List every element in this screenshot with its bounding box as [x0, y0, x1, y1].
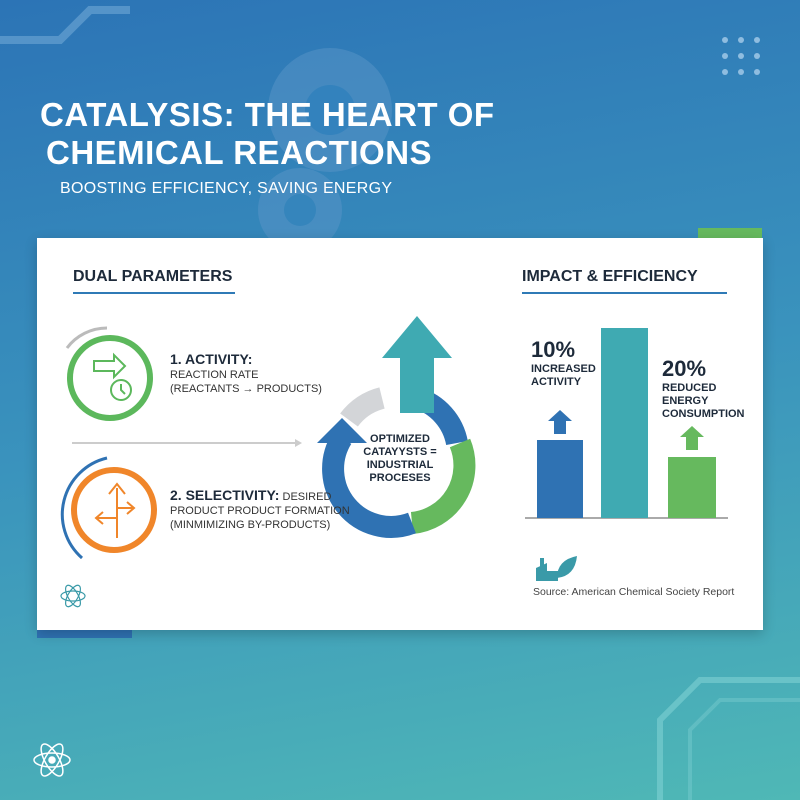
factory-leaf-icon — [536, 556, 577, 581]
dual-parameters-heading: DUAL PARAMETERS — [73, 268, 235, 294]
card-graphics — [60, 316, 728, 608]
up-arrow-icon — [548, 410, 572, 434]
source-text: Source: American Chemical Society Report — [533, 586, 735, 598]
page-title: CATALYSIS: THE HEART OF CHEMICAL REACTION… — [40, 96, 495, 171]
bar-activity — [537, 440, 583, 518]
atom-icon — [33, 743, 71, 777]
activity-circle — [67, 335, 153, 421]
stopwatch-arrow-icon — [93, 352, 132, 401]
stat-reduced-energy: 20% REDUCED ENERGY CONSUMPTION — [662, 356, 745, 420]
dots-icon — [722, 37, 760, 75]
activity-label: 1. ACTIVITY: REACTION RATE (REACTANTS → PR… — [170, 351, 322, 395]
impact-heading: IMPACT & EFFICIENCY — [522, 268, 727, 294]
selectivity-circle — [71, 467, 157, 553]
cycle-center-text: OPTIMIZED CATAYYSTS = INDUSTRIAL PROCESES — [363, 433, 437, 484]
bar-center — [601, 328, 648, 518]
stat-increased-activity: 10% INCREASED ACTIVITY — [531, 337, 596, 388]
page-subtitle: BOOSTING EFFICIENCY, SAVING ENERGY — [60, 180, 393, 197]
up-arrow-icon — [680, 426, 704, 450]
crossroads-arrow-icon — [94, 482, 136, 538]
up-arrow-icon — [382, 316, 452, 413]
atom-icon — [60, 584, 86, 608]
cycle-arrow-icon — [317, 418, 367, 443]
selectivity-label: 2. SELECTIVITY: DESIRED PRODUCT PRODUCT F… — [170, 487, 350, 531]
bar-energy — [668, 457, 716, 518]
